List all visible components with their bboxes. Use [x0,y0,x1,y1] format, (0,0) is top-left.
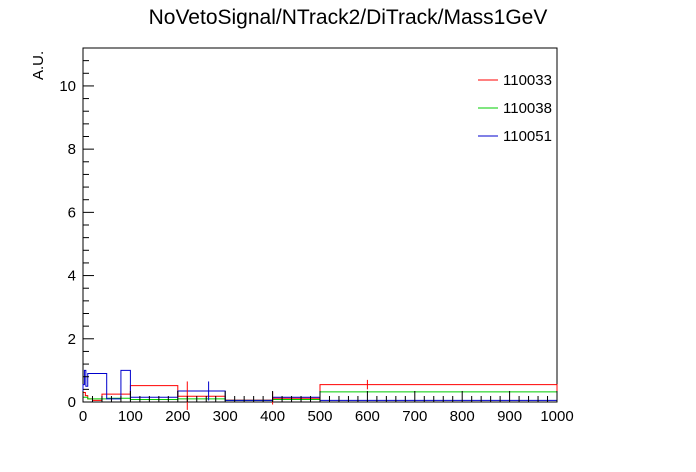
legend-label: 110038 [503,100,552,117]
x-tick-label: 800 [450,408,475,425]
x-tick-label: 0 [79,408,87,425]
chart-title: NoVetoSignal/NTrack2/DiTrack/Mass1GeV [149,6,548,29]
x-tick-label: 700 [402,408,427,425]
x-tick-label: 900 [497,408,522,425]
x-tick-label: 600 [355,408,380,425]
y-tick-label: 0 [68,394,76,411]
plot-frame [82,47,558,403]
x-tick-label: 400 [260,408,285,425]
x-tick-label: 100 [118,408,143,425]
x-tick-label: 500 [307,408,332,425]
x-tick-label: 1000 [540,408,573,425]
y-tick-label: 8 [68,141,76,158]
y-axis-title: A.U. [30,51,47,80]
y-tick-label: 10 [59,78,76,95]
y-tick-label: 6 [68,204,76,221]
x-tick-label: 300 [213,408,238,425]
y-tick-label: 2 [68,331,76,348]
axes-layer: 0 100 200 300 400 500 600 700 800 900 1000 0 2 4 6 8 10 [59,47,574,425]
legend: 110033 110038 110051 [478,72,552,145]
legend-label: 110033 [503,72,552,89]
x-tick-label: 200 [165,408,190,425]
y-tick-label: 4 [68,268,76,285]
legend-label: 110051 [503,128,552,145]
